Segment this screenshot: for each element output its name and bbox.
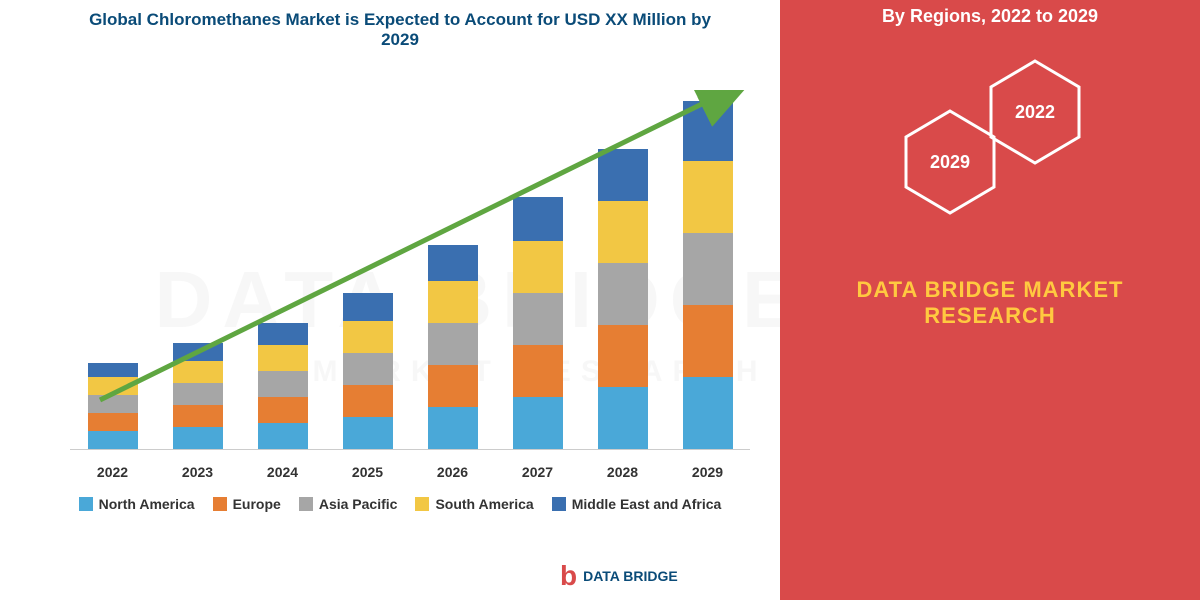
x-axis-label: 2026	[428, 464, 478, 480]
legend-item: Europe	[213, 496, 281, 512]
legend-item: North America	[79, 496, 195, 512]
hexagon-label: 2029	[930, 152, 970, 173]
bar-segment	[428, 281, 478, 323]
bar-segment	[88, 431, 138, 449]
legend-label: Middle East and Africa	[572, 496, 722, 512]
legend-label: Asia Pacific	[319, 496, 398, 512]
x-axis-label: 2025	[343, 464, 393, 480]
bar-group	[428, 245, 478, 449]
legend-swatch	[299, 497, 313, 511]
bar-segment	[428, 323, 478, 365]
chart-area: 2022 2023 2024 2025 2026 2027 2028 2029	[50, 70, 750, 490]
x-axis-label: 2028	[598, 464, 648, 480]
bar-group	[258, 323, 308, 449]
bar-segment	[343, 293, 393, 321]
bar-segment	[598, 387, 648, 449]
legend: North America Europe Asia Pacific South Ame…	[40, 496, 760, 512]
hexagon-group: 2029 2022	[780, 57, 1200, 237]
bar-segment	[258, 397, 308, 423]
hexagon-2022: 2022	[985, 57, 1085, 167]
bar-segment	[173, 361, 223, 383]
infographic-container: DATA BRIDGE MARKET RESEARCH Global Chlor…	[0, 0, 1200, 600]
bar-segment	[683, 377, 733, 449]
bar-segment	[683, 305, 733, 377]
bars-container	[70, 90, 750, 450]
bar-segment	[683, 101, 733, 161]
bar-segment	[598, 325, 648, 387]
legend-swatch	[79, 497, 93, 511]
bar-segment	[513, 293, 563, 345]
bar-segment	[683, 233, 733, 305]
x-axis-label: 2027	[513, 464, 563, 480]
bar-group	[683, 101, 733, 449]
bar-segment	[88, 377, 138, 395]
legend-swatch	[213, 497, 227, 511]
bar-segment	[88, 413, 138, 431]
x-axis-labels: 2022 2023 2024 2025 2026 2027 2028 2029	[70, 464, 750, 480]
bar-segment	[428, 407, 478, 449]
bar-segment	[598, 201, 648, 263]
bar-segment	[513, 241, 563, 293]
bar-segment	[683, 161, 733, 233]
bar-segment	[513, 345, 563, 397]
bar-segment	[343, 321, 393, 353]
brand-text: DATA BRIDGE MARKET RESEARCH	[780, 277, 1200, 329]
footer-logo: b DATA BRIDGE	[560, 560, 678, 592]
chart-title: Global Chloromethanes Market is Expected…	[40, 10, 760, 50]
bar-segment	[598, 263, 648, 325]
x-axis-label: 2023	[173, 464, 223, 480]
bar-segment	[173, 405, 223, 427]
bar-segment	[343, 417, 393, 449]
legend-item: Asia Pacific	[299, 496, 398, 512]
bar-group	[598, 149, 648, 449]
legend-swatch	[415, 497, 429, 511]
brand-line-2: RESEARCH	[780, 303, 1200, 329]
bar-segment	[258, 423, 308, 449]
bar-segment	[343, 385, 393, 417]
right-panel: By Regions, 2022 to 2029 2029 2022 DATA …	[780, 0, 1200, 600]
bar-group	[173, 343, 223, 449]
legend-label: North America	[99, 496, 195, 512]
chart-panel: Global Chloromethanes Market is Expected…	[0, 0, 780, 600]
brand-line-1: DATA BRIDGE MARKET	[780, 277, 1200, 303]
x-axis-label: 2024	[258, 464, 308, 480]
footer-logo-icon: b	[560, 560, 577, 592]
bar-segment	[428, 365, 478, 407]
legend-swatch	[552, 497, 566, 511]
bar-segment	[513, 197, 563, 241]
legend-label: South America	[435, 496, 533, 512]
bar-segment	[88, 363, 138, 377]
bar-segment	[343, 353, 393, 385]
bar-group	[88, 363, 138, 449]
bar-group	[343, 293, 393, 449]
bar-group	[513, 197, 563, 449]
bar-segment	[173, 383, 223, 405]
legend-item: Middle East and Africa	[552, 496, 722, 512]
bar-segment	[428, 245, 478, 281]
x-axis-label: 2022	[88, 464, 138, 480]
right-subtitle: By Regions, 2022 to 2029	[780, 0, 1200, 27]
hexagon-label: 2022	[1015, 102, 1055, 123]
bar-segment	[258, 345, 308, 371]
bar-segment	[513, 397, 563, 449]
footer-logo-text: DATA BRIDGE	[583, 568, 678, 584]
legend-label: Europe	[233, 496, 281, 512]
bar-segment	[258, 323, 308, 345]
bar-segment	[173, 343, 223, 361]
legend-item: South America	[415, 496, 533, 512]
bar-segment	[88, 395, 138, 413]
bar-segment	[598, 149, 648, 201]
bar-segment	[258, 371, 308, 397]
bar-segment	[173, 427, 223, 449]
x-axis-label: 2029	[683, 464, 733, 480]
